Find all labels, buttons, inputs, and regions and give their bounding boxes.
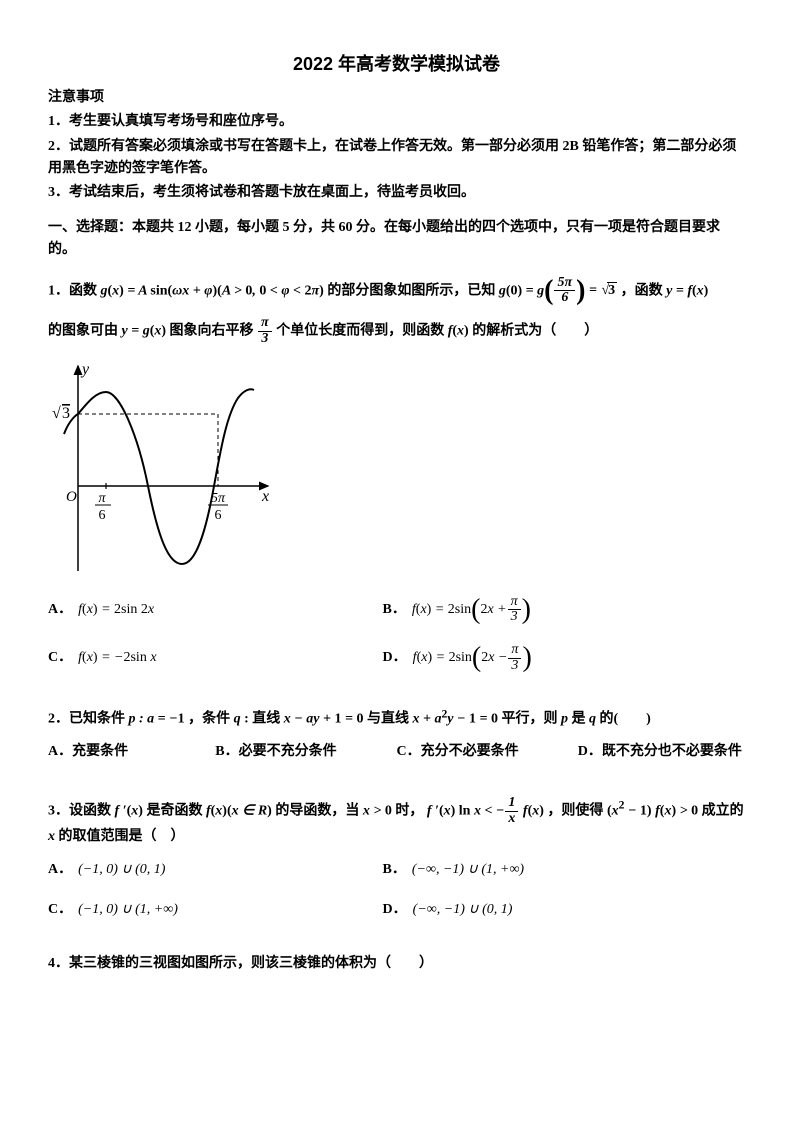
q1b-pi: π	[508, 595, 521, 611]
q2-opt-b: B．必要不充分条件	[215, 741, 396, 763]
q1-g0: g(0) = g	[499, 283, 544, 298]
q1-5pi: 5π	[554, 276, 575, 292]
q3-xgt0: x > 0	[363, 803, 392, 818]
notice-1: 1．考生要认真填写考场号和座位序号。	[48, 111, 745, 133]
q2-options: A．充要条件 B．必要不充分条件 C．充分不必要条件 D．既不充分也不必要条件	[48, 741, 745, 781]
q1-yfx: y = f(x)	[666, 283, 708, 298]
q3-m4: ，则使得	[547, 803, 607, 818]
q2-l2: x + a2y − 1 = 0	[412, 712, 498, 727]
graph-5pi6-den: 6	[215, 508, 222, 523]
q2-l1: x − ay + 1 = 0	[284, 712, 364, 727]
svg-text:3: 3	[62, 405, 70, 422]
q1b-3: 3	[508, 610, 521, 625]
q1-graph: √ 3 y x O π 6 5π 6	[48, 356, 745, 584]
section-1-head: 一、选择题：本题共 12 小题，每小题 5 分，共 60 分。在每小题给出的四个…	[48, 217, 745, 262]
svg-text:√: √	[52, 405, 61, 422]
notice-2: 2．试题所有答案必须填涂或书写在答题卡上，在试卷上作答无效。第一部分必须用 2B…	[48, 136, 745, 181]
q2-p: p : a = −1	[129, 712, 185, 727]
graph-x-label: x	[261, 488, 269, 505]
question-4: 4．某三棱锥的三视图如图所示，则该三棱锥的体积为（ ）	[48, 953, 745, 975]
q1-l2c: 个单位长度而得到，则函数	[276, 323, 448, 338]
question-1: 1．函数 g(x) = A sin(ωx + φ)(A > 0, 0 < φ <…	[48, 276, 745, 306]
q2-qq: q	[589, 712, 596, 727]
q1-3: 3	[258, 332, 272, 347]
q3-tail2: 的取值范围是（ ）	[59, 829, 185, 844]
question-1-line2: 的图象可由 y = g(x) 图象向右平移 π3 个单位长度而得到，则函数 f(…	[48, 316, 745, 346]
q3-fp: f ′(x)	[115, 803, 143, 818]
graph-5pi6-num: 5π	[211, 491, 226, 506]
graph-pi6-den: 6	[99, 508, 106, 523]
q3-x: x	[505, 812, 518, 827]
page-title: 2022 年高考数学模拟试卷	[48, 50, 745, 79]
q3c-v: (−1, 0) ∪ (1, +∞)	[78, 899, 178, 921]
notice-block: 注意事项 1．考生要认真填写考场号和座位序号。 2．试题所有答案必须填涂或书写在…	[48, 87, 745, 205]
q3-opt-c: C．(−1, 0) ∪ (1, +∞)	[48, 899, 383, 921]
q3-opt-a: A．(−1, 0) ∪ (0, 1)	[48, 859, 383, 881]
q3-fx: f(x)(x ∈ R)	[206, 803, 272, 818]
q3-tail: 成立的	[702, 803, 744, 818]
q3-options: A．(−1, 0) ∪ (0, 1) B．(−∞, −1) ∪ (1, +∞) …	[48, 859, 745, 940]
q3-opt-d: D．(−∞, −1) ∪ (0, 1)	[383, 899, 718, 921]
question-3: 3．设函数 f ′(x) 是奇函数 f(x)(x ∈ R) 的导函数，当 x >…	[48, 796, 745, 849]
q3-xv: x	[48, 829, 55, 844]
q2-tail: 的( )	[599, 712, 650, 727]
notice-3: 3．考试结束后，考生须将试卷和答题卡放在桌面上，待监考员收回。	[48, 182, 745, 204]
q1-opt-c: C． f(x) = −2sin x	[48, 643, 383, 673]
q1-opt-a: A． f(x) = 2sin 2x	[48, 595, 383, 625]
q2-opt-c: C．充分不必要条件	[396, 741, 577, 763]
q3d-v: (−∞, −1) ∪ (0, 1)	[413, 899, 513, 921]
q2-m2: 与直线	[367, 712, 413, 727]
graph-O: O	[66, 489, 77, 505]
q3b-v: (−∞, −1) ∪ (1, +∞)	[412, 859, 524, 881]
q3-m1: 是奇函数	[146, 803, 206, 818]
notice-head: 注意事项	[48, 87, 745, 109]
q1-l2a: 的图象可由	[48, 323, 122, 338]
q2-pp: p	[561, 712, 568, 727]
q2-m1: ，条件	[188, 712, 234, 727]
q1-6: 6	[554, 291, 575, 306]
q2-m3: 平行，则	[501, 712, 561, 727]
q3-m3: 时，	[395, 803, 423, 818]
q1-l2d: 的解析式为（ ）	[472, 323, 598, 338]
q1-pi: π	[258, 316, 272, 332]
q3-cond: (x2 − 1) f(x) > 0	[607, 803, 698, 818]
q3-opt-b: B．(−∞, −1) ∪ (1, +∞)	[383, 859, 718, 881]
q1d-3: 3	[508, 659, 521, 674]
sine-graph-svg: √ 3 y x O π 6 5π 6	[48, 356, 278, 576]
q3-1: 1	[505, 796, 518, 812]
q1-text-pre: 1．函数	[48, 283, 101, 298]
q1-eq-sqrt3: = 3	[589, 283, 617, 298]
q1-opt-d: D． f(x) = 2sin(2x − π3)	[383, 643, 718, 673]
q1-g-expr: g(x) = A sin(ωx + φ)(A > 0, 0 < φ < 2π)	[101, 283, 324, 298]
q3-ineq: f ′(x) ln x < −	[427, 803, 505, 818]
q2-m1b: : 直线	[244, 712, 284, 727]
q1-ygx: y = g(x)	[122, 323, 167, 338]
q2-m4: 是	[571, 712, 589, 727]
q3-m2: 的导函数，当	[275, 803, 363, 818]
q2-opt-d: D．既不充分也不必要条件	[578, 741, 745, 763]
q1-opt-b: B． f(x) = 2sin(2x + π3)	[383, 595, 718, 625]
q2-opt-a: A．充要条件	[48, 741, 215, 763]
q3-pre: 3．设函数	[48, 803, 115, 818]
q1-l2b: 图象向右平移	[170, 323, 258, 338]
q1-mid2: ，函数	[621, 283, 667, 298]
q1-mid1: 的部分图象如图所示，已知	[327, 283, 499, 298]
q1-fx: f(x)	[448, 323, 469, 338]
q2-q: q	[234, 712, 241, 727]
graph-y-label: y	[80, 361, 90, 378]
q1-options: A． f(x) = 2sin 2x B． f(x) = 2sin(2x + π3…	[48, 595, 745, 692]
q3a-v: (−1, 0) ∪ (0, 1)	[78, 859, 165, 881]
q1d-pi: π	[508, 643, 521, 659]
graph-pi6-num: π	[98, 491, 106, 506]
q2-pre: 2．已知条件	[48, 712, 129, 727]
question-2: 2．已知条件 p : a = −1 ，条件 q : 直线 x − ay + 1 …	[48, 705, 745, 731]
